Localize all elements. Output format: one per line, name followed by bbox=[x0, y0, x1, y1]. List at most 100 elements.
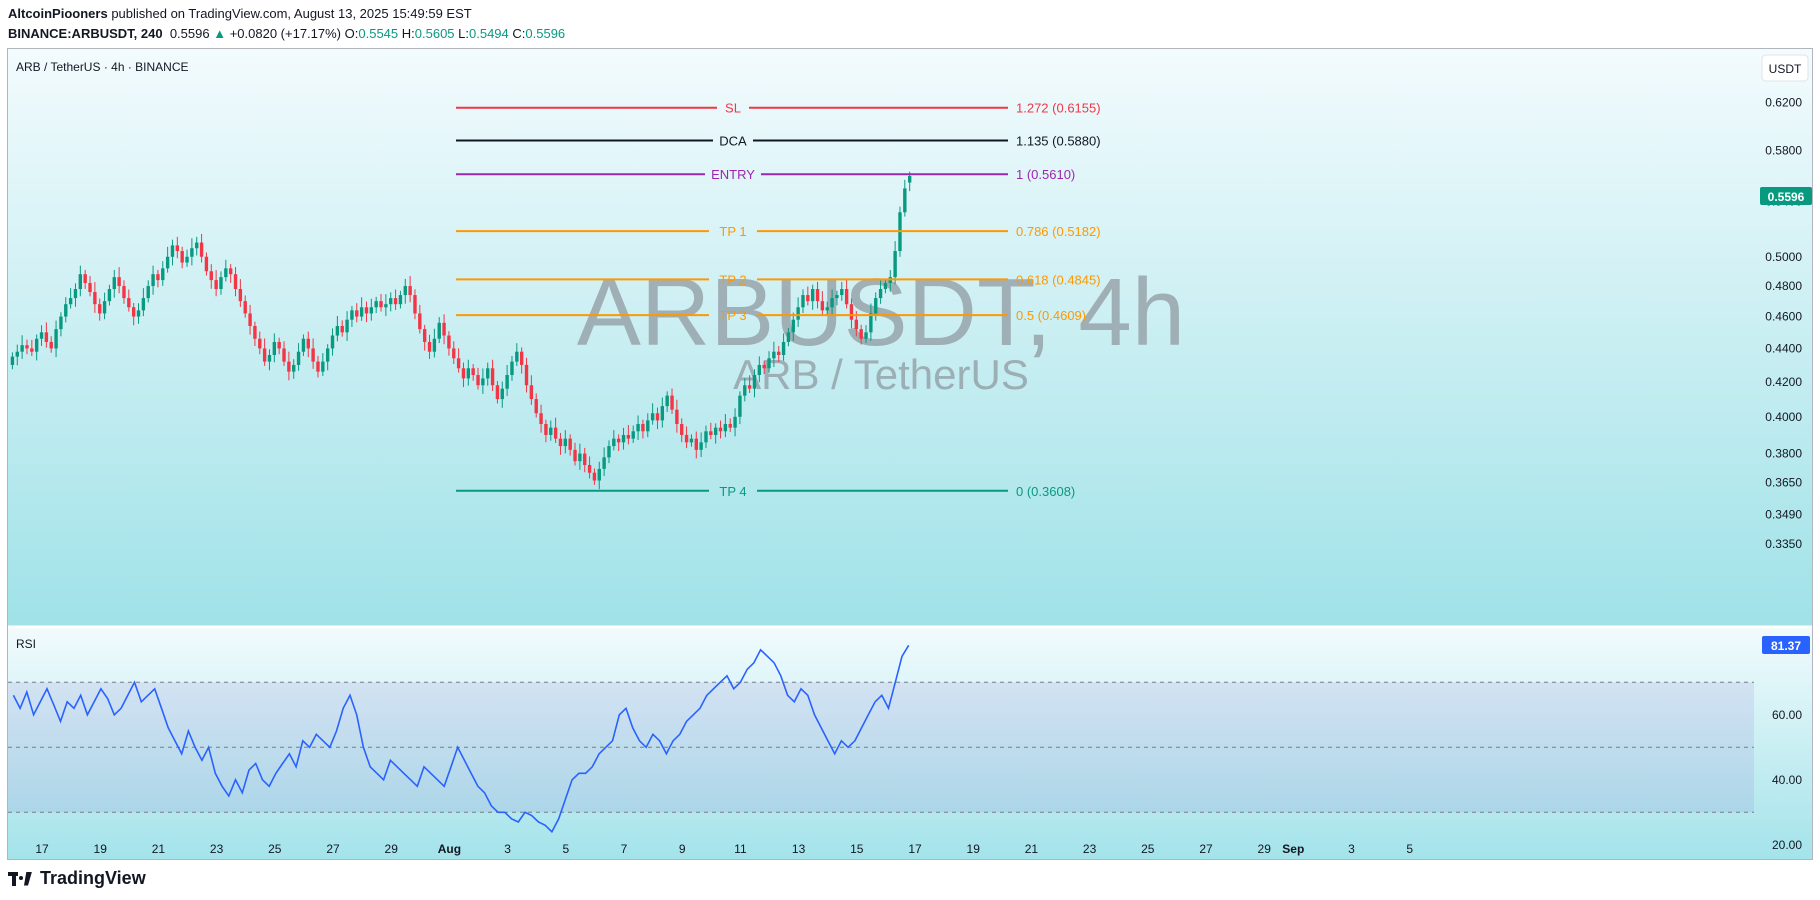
fib-label: TP 3 bbox=[719, 308, 746, 323]
candle bbox=[287, 351, 291, 381]
fib-level-dca[interactable]: DCA 1.135 (0.5880) bbox=[456, 133, 1101, 148]
candle bbox=[762, 360, 766, 375]
rsi-y-tick-label: 40.00 bbox=[1772, 773, 1802, 787]
candle bbox=[102, 292, 107, 320]
candle bbox=[878, 280, 883, 304]
candle bbox=[733, 408, 737, 437]
candle bbox=[796, 297, 800, 327]
y-tick-label: 0.4600 bbox=[1765, 310, 1802, 324]
candle bbox=[39, 325, 44, 346]
candle bbox=[573, 442, 577, 466]
candle bbox=[519, 347, 524, 374]
x-tick-label: 7 bbox=[621, 842, 628, 856]
candle bbox=[835, 290, 839, 306]
candle bbox=[161, 261, 165, 286]
candle bbox=[510, 355, 514, 381]
candle bbox=[122, 280, 126, 304]
candle bbox=[859, 324, 863, 345]
x-tick-label: 11 bbox=[734, 842, 747, 856]
fib-level-tp-2[interactable]: TP 2 0.618 (0.4845) bbox=[456, 272, 1101, 287]
candle bbox=[180, 246, 184, 269]
candle bbox=[78, 265, 83, 297]
x-tick-label: 5 bbox=[562, 842, 569, 856]
candle bbox=[350, 306, 354, 327]
candle bbox=[214, 270, 218, 297]
y-tick-label: 0.5800 bbox=[1765, 143, 1802, 157]
candle bbox=[471, 363, 475, 381]
candle bbox=[199, 234, 204, 263]
candle bbox=[772, 341, 776, 367]
candle bbox=[146, 280, 150, 303]
candle bbox=[883, 278, 888, 294]
candle bbox=[583, 447, 587, 473]
y-tick-label: 0.4800 bbox=[1765, 279, 1802, 293]
fib-value: 1 (0.5610) bbox=[1016, 167, 1075, 182]
fib-level-tp-1[interactable]: TP 1 0.786 (0.5182) bbox=[456, 224, 1101, 239]
fib-label: ENTRY bbox=[711, 167, 755, 182]
chart-svg[interactable]: ARBUSDT, 4h ARB / TetherUS SL 1.272 (0.61… bbox=[8, 49, 1813, 860]
candle bbox=[830, 289, 834, 316]
candle bbox=[481, 368, 485, 394]
candle bbox=[49, 336, 53, 353]
publish-text: published on TradingView.com, August 13,… bbox=[111, 6, 472, 21]
ohlc-legend: BINANCE:ARBUSDT, 240 0.5596 ▲ +0.0820 (+… bbox=[8, 26, 565, 41]
x-tick-label: 25 bbox=[268, 842, 282, 856]
candle bbox=[10, 352, 15, 370]
candle bbox=[54, 320, 58, 358]
candle bbox=[801, 289, 805, 314]
x-tick-label: 29 bbox=[1258, 842, 1272, 856]
candle bbox=[316, 355, 320, 378]
x-tick-label: 13 bbox=[792, 842, 806, 856]
fib-level-tp-3[interactable]: TP 3 0.5 (0.4609) bbox=[456, 308, 1086, 323]
candle bbox=[59, 312, 63, 337]
candle bbox=[64, 297, 68, 323]
candle bbox=[112, 269, 116, 298]
candle bbox=[529, 375, 534, 405]
candle bbox=[73, 283, 78, 307]
fib-label: TP 4 bbox=[719, 484, 746, 499]
price-tag: 0.5596 bbox=[1760, 187, 1812, 205]
candle bbox=[447, 331, 451, 356]
candle bbox=[165, 246, 170, 273]
candle bbox=[844, 279, 849, 309]
candle bbox=[539, 404, 543, 433]
candle bbox=[398, 290, 403, 309]
candle bbox=[655, 407, 660, 430]
candle bbox=[626, 424, 631, 445]
candle bbox=[20, 335, 24, 359]
y-tick-label: 0.3800 bbox=[1765, 447, 1802, 461]
y-tick-label: 0.6200 bbox=[1765, 95, 1802, 109]
fib-value: 0.5 (0.4609) bbox=[1016, 308, 1086, 323]
close-value: 0.5596 bbox=[525, 26, 566, 41]
candle bbox=[810, 284, 815, 310]
y-tick-label: 0.3350 bbox=[1765, 537, 1802, 551]
currency-button[interactable]: USDT bbox=[1761, 54, 1809, 82]
candle bbox=[340, 320, 344, 337]
chart-frame[interactable]: ARBUSDT, 4h ARB / TetherUS SL 1.272 (0.61… bbox=[7, 48, 1813, 860]
fib-level-sl[interactable]: SL 1.272 (0.6155) bbox=[456, 101, 1101, 116]
tradingview-logo[interactable]: TradingView bbox=[8, 868, 146, 889]
candle bbox=[88, 275, 92, 297]
fib-value: 0 (0.3608) bbox=[1016, 484, 1075, 499]
author-name[interactable]: AltcoinPiooners bbox=[8, 6, 108, 21]
candle bbox=[864, 325, 868, 344]
symbol-label[interactable]: BINANCE:ARBUSDT, 240 bbox=[8, 26, 163, 41]
open-label: O: bbox=[344, 26, 359, 41]
candle bbox=[752, 369, 757, 398]
open-value: 0.5545 bbox=[358, 26, 399, 41]
candle bbox=[335, 316, 340, 342]
candle bbox=[684, 426, 689, 449]
rsi-y-tick-label: 20.00 bbox=[1772, 838, 1802, 852]
tradingview-logo-icon bbox=[8, 871, 34, 886]
publish-info: AltcoinPiooners published on TradingView… bbox=[8, 6, 472, 21]
candle bbox=[98, 298, 102, 321]
fib-level-tp-4[interactable]: TP 4 0 (0.3608) bbox=[456, 484, 1075, 499]
fib-level-entry[interactable]: ENTRY 1 (0.5610) bbox=[456, 167, 1075, 182]
candle bbox=[680, 418, 684, 443]
fib-label: SL bbox=[725, 101, 741, 116]
currency-label: USDT bbox=[1769, 62, 1802, 76]
candle bbox=[345, 311, 349, 341]
y-tick-label: 0.4400 bbox=[1765, 341, 1802, 355]
candle bbox=[204, 252, 209, 276]
x-tick-label: 23 bbox=[210, 842, 224, 856]
